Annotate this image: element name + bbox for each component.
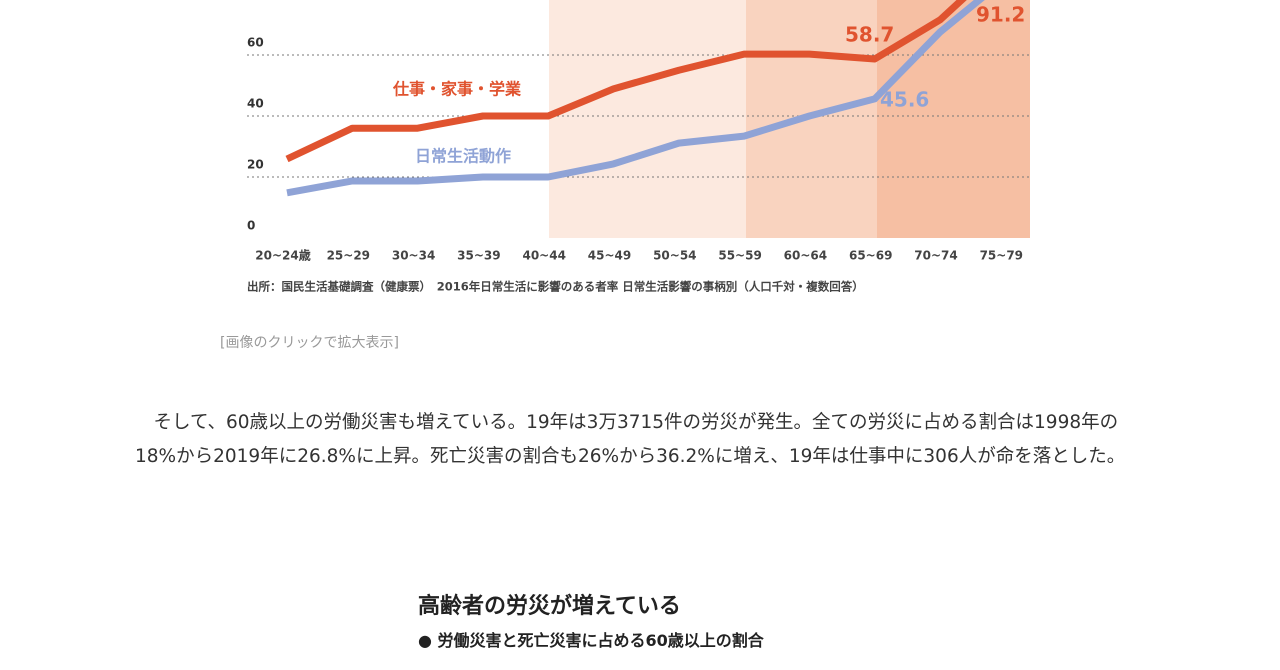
next-chart-title: 高齢者の労災が増えている <box>418 594 681 619</box>
x-tick-label: 75~79 <box>980 249 1023 263</box>
x-tick-label: 20~24歳 <box>255 248 310 263</box>
next-chart-subtitle: ● 労働災害と死亡災害に占める60歳以上の割合 <box>418 631 764 650</box>
source: 出所：国民生活基礎調査（健康票） 2016年日常生活に影響のある者率 日常生活影… <box>247 280 864 294</box>
x-tick-label: 70~74 <box>914 249 957 263</box>
x-tick-label: 60~64 <box>784 249 827 263</box>
band-light <box>549 0 746 238</box>
x-tick-label: 35~39 <box>457 249 500 263</box>
y-tick-label: 0 <box>247 219 255 233</box>
x-tick-label: 25~29 <box>327 249 370 263</box>
paragraph: そして、60歳以上の労働災害も増えている。19年は3万3715件の労災が発生。全… <box>135 412 1126 467</box>
series-line <box>286 0 985 197</box>
value-label: 91.2 <box>976 3 1025 27</box>
band-dark <box>877 0 1030 238</box>
value-label: 45.6 <box>880 88 929 112</box>
y-tick-label: 60 <box>247 36 264 50</box>
series-line <box>285 0 967 163</box>
x-tick-label: 50~54 <box>653 249 696 263</box>
x-tick-label: 55~59 <box>718 249 761 263</box>
caption[interactable]: [画像のクリックで拡大表示] <box>220 335 399 351</box>
value-label: 58.7 <box>845 23 894 47</box>
x-tick-label: 45~49 <box>588 249 631 263</box>
y-tick-label: 40 <box>247 97 264 111</box>
y-tick-label: 20 <box>247 158 264 172</box>
x-tick-label: 65~69 <box>849 249 892 263</box>
series-label: 仕事・家事・学業 <box>392 80 522 99</box>
series-label: 日常生活動作 <box>415 147 511 166</box>
x-tick-label: 30~34 <box>392 249 435 263</box>
chart[interactable]: 出所：国民生活基礎調査（健康票） 2016年日常生活に影響のある者率 日常生活影… <box>0 0 1280 300</box>
x-tick-label: 40~44 <box>522 249 565 263</box>
